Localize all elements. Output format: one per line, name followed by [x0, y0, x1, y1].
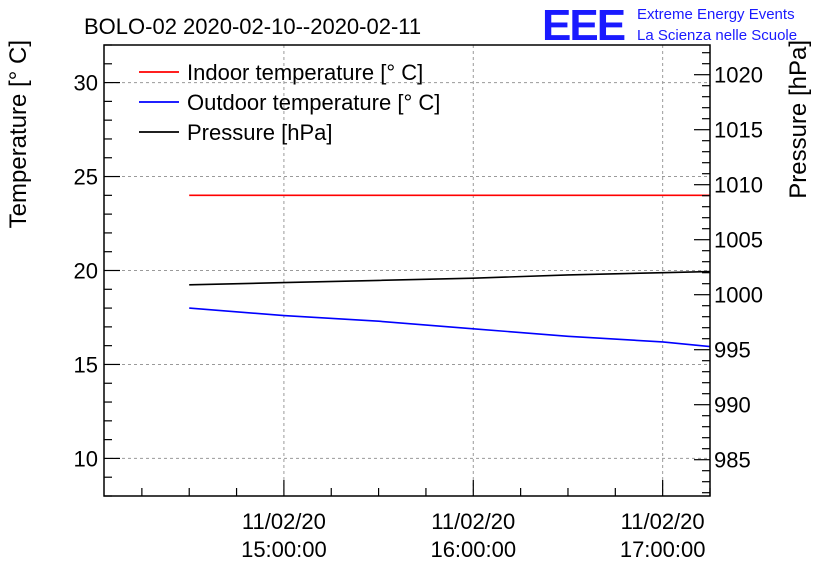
series-line-1 [189, 307, 711, 348]
y-left-tick-label: 20 [74, 259, 98, 284]
x-tick-label-time: 17:00:00 [620, 537, 706, 562]
chart-title: BOLO-02 2020-02-10--2020-02-11 [84, 14, 421, 39]
y-axis-left: 10 15 20 25 30 [74, 44, 120, 497]
y-right-tick-label: 1000 [714, 283, 763, 308]
y-right-tick-label: 1010 [714, 173, 763, 198]
series-layer [189, 194, 711, 348]
x-tick-label-date: 11/02/20 [431, 509, 515, 534]
logo-mark: EEE [542, 1, 625, 50]
eee-logo: EEE Extreme Energy Events La Scienza nel… [542, 1, 797, 50]
y-left-tick-label: 15 [74, 352, 98, 377]
x-tick-label-time: 16:00:00 [430, 537, 516, 562]
legend-label: Pressure [hPa] [187, 120, 333, 145]
logo-line-2: La Scienza nelle Scuole [637, 27, 797, 44]
y-right-tick-label: 1005 [714, 228, 763, 253]
y-axis-right: 985 990 995 1000 1005 1010 1015 1020 [694, 52, 763, 494]
x-tick-label-date: 11/02/20 [621, 509, 705, 534]
x-axis: 11/02/20 15:00:00 11/02/20 16:00:00 11/02/20… [141, 480, 711, 562]
grid [104, 45, 710, 496]
y-right-tick-label: 1020 [714, 63, 763, 88]
y-right-tick-label: 985 [714, 448, 751, 473]
y-right-tick-label: 990 [714, 393, 751, 418]
legend-label: Indoor temperature [° C] [187, 60, 423, 85]
y-axis-left-label: Temperature [° C] [5, 40, 32, 228]
y-left-tick-label: 30 [74, 71, 98, 96]
legend-label: Outdoor temperature [° C] [187, 90, 440, 115]
y-right-tick-label: 1015 [714, 118, 763, 143]
x-tick-label-date: 11/02/20 [242, 509, 326, 534]
y-axis-right-label: Pressure [hPa] [785, 40, 812, 199]
y-left-tick-label: 25 [74, 165, 98, 190]
x-tick-label-time: 15:00:00 [241, 537, 327, 562]
series-line-2 [189, 270, 711, 286]
y-right-tick-label: 995 [714, 338, 751, 363]
legend: Indoor temperature [° C] Outdoor temperat… [139, 60, 440, 145]
y-left-tick-label: 10 [74, 446, 98, 471]
logo-line-1: Extreme Energy Events [637, 6, 795, 23]
